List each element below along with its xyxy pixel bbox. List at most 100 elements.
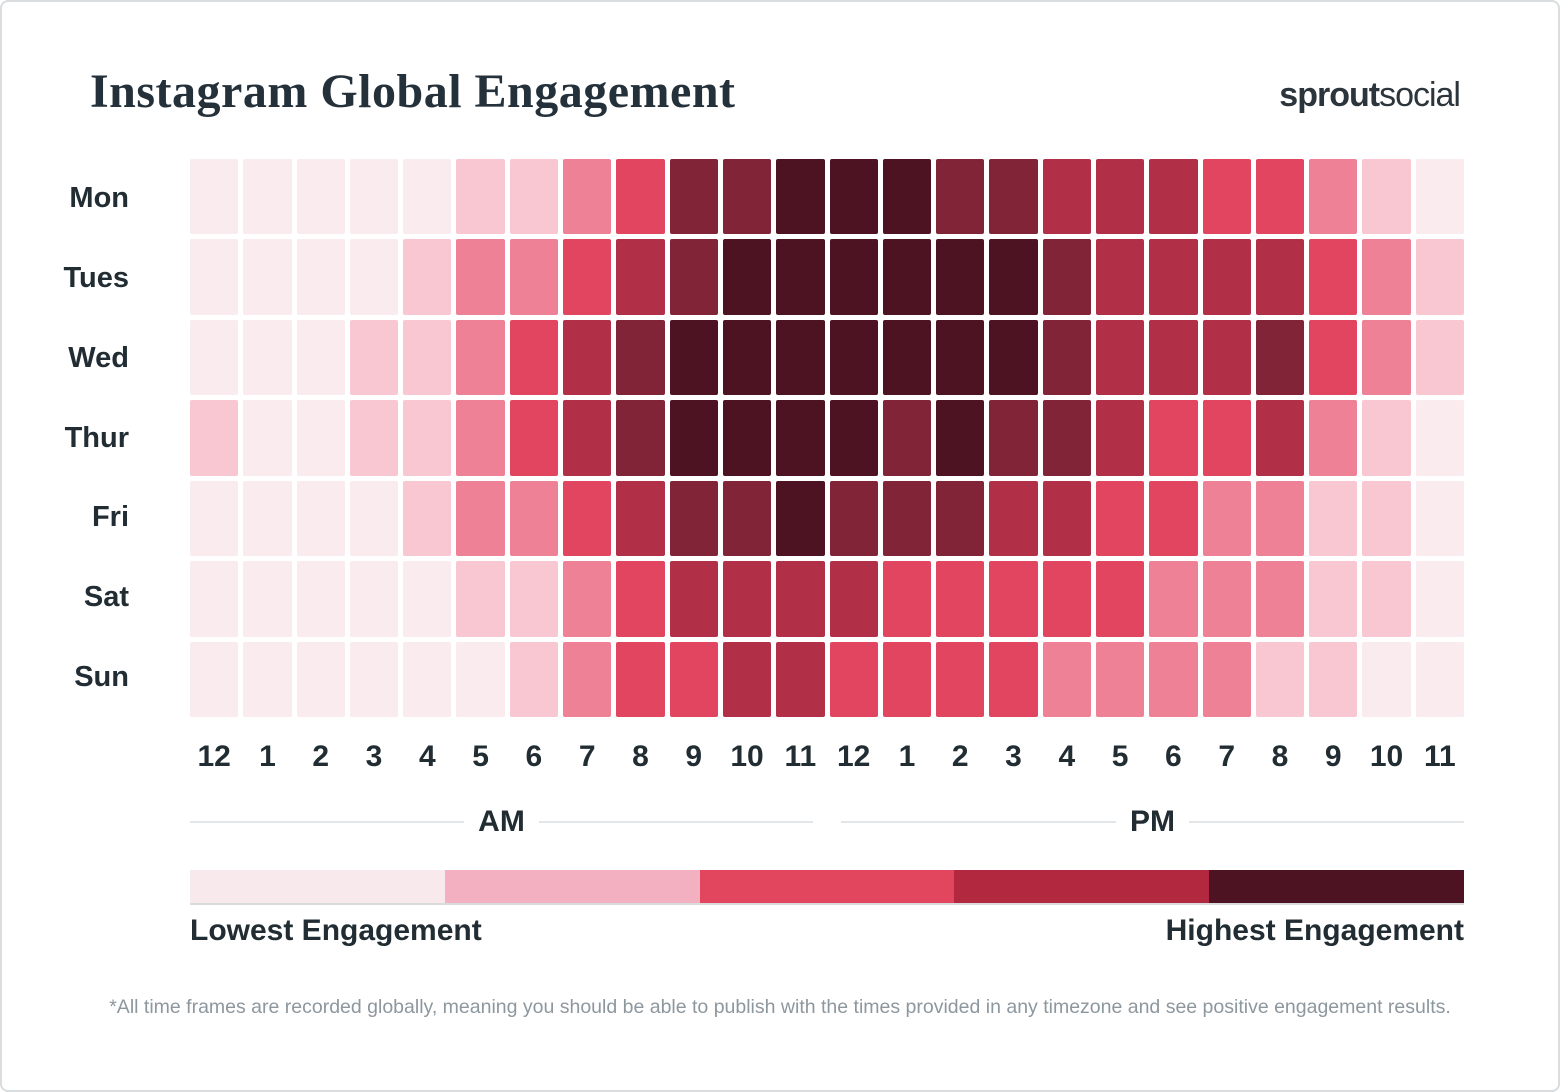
legend-segment-4 (954, 870, 1210, 903)
heatmap-cell-sun-4pm (1042, 641, 1091, 717)
heatmap-cell-sun-10pm (1362, 641, 1411, 717)
heatmap-cell-fri-3pm (989, 480, 1038, 557)
heatmap-cell-sun-3pm (989, 641, 1038, 717)
heatmap-cell-sat-9pm (1309, 561, 1358, 637)
heatmap-cell-thur-11pm (1415, 400, 1464, 476)
legend-segment-3 (699, 870, 955, 903)
heatmap-cell-mon-10pm (1362, 159, 1411, 235)
heatmap-cell-sat-1pm (882, 561, 932, 637)
heatmap-cell-fri-8pm (1255, 480, 1305, 557)
legend-segment-1 (190, 870, 445, 903)
hour-label-10am: 10 (730, 740, 764, 773)
heatmap-cell-fri-10pm (1362, 480, 1411, 557)
heatmap-cell-wed-3am (349, 319, 399, 396)
hour-label-4am: 4 (418, 740, 436, 773)
heatmap-cell-mon-1am (243, 159, 292, 235)
heatmap-cell-thur-3am (349, 400, 399, 476)
heatmap-cell-sat-8pm (1255, 561, 1305, 637)
hour-label-7am: 7 (578, 740, 596, 773)
heatmap-cell-fri-9pm (1309, 480, 1358, 557)
heatmap-cell-fri-7am (563, 480, 612, 557)
am-section: AM (190, 802, 827, 842)
heatmap-cell-tues-7am (563, 239, 612, 315)
heatmap-cell-mon-10am (722, 159, 772, 235)
day-label-tues: Tues (63, 262, 129, 295)
heatmap-cell-tues-11am (776, 239, 825, 315)
heatmap-cell-mon-5pm (1095, 159, 1145, 235)
hour-label-6pm: 6 (1165, 740, 1182, 773)
heatmap-cell-wed-5am (456, 319, 505, 396)
heatmap-cell-fri-11pm (1415, 480, 1464, 557)
heatmap-cell-sat-4am (403, 561, 452, 637)
heatmap-cell-sun-11am (776, 641, 825, 717)
heatmap-cell-tues-8pm (1255, 239, 1305, 315)
heatmap-cell-mon-7am (563, 159, 612, 235)
day-label-sun: Sun (74, 660, 129, 693)
heatmap-cell-tues-4am (403, 239, 452, 315)
heatmap-cell-sat-8am (616, 561, 665, 637)
heatmap-cell-fri-10am (722, 480, 772, 557)
heatmap-cell-sun-1pm (882, 641, 932, 717)
day-label-mon: Mon (69, 182, 129, 215)
heatmap-cell-fri-3am (349, 480, 399, 557)
heatmap-cell-fri-4pm (1042, 480, 1091, 557)
heatmap-cell-sat-12am (190, 561, 239, 637)
hour-label-6am: 6 (525, 740, 543, 773)
am-label: AM (478, 805, 525, 838)
heatmap-cell-wed-9am (669, 319, 718, 396)
heatmap-cell-wed-11pm (1415, 319, 1464, 396)
heatmap-cell-mon-8pm (1255, 159, 1305, 235)
heatmap-cell-fri-2pm (936, 480, 985, 557)
heatmap-cell-sun-11pm (1415, 641, 1464, 717)
heatmap-cell-wed-8pm (1255, 319, 1305, 396)
heatmap-cell-thur-6am (509, 400, 559, 476)
am-axis-line-left (190, 821, 465, 823)
heatmap-cell-sun-1am (243, 641, 292, 717)
heatmap-cell-mon-4pm (1042, 159, 1091, 235)
hour-label-2pm: 2 (951, 740, 969, 773)
heatmap-cell-sun-2am (296, 641, 345, 717)
heatmap-cell-tues-1am (243, 239, 292, 315)
heatmap-cell-fri-8am (616, 480, 665, 557)
heatmap-cell-mon-2am (296, 159, 345, 235)
heatmap-cell-mon-3am (349, 159, 399, 235)
hour-label-10pm: 10 (1369, 740, 1404, 773)
heatmap-cell-thur-6pm (1149, 400, 1198, 476)
heatmap-cell-wed-1am (243, 319, 292, 396)
day-axis-labels: Mon Tues Wed Thur Fri Sat Sun (2, 159, 160, 717)
heatmap-cell-wed-8am (616, 319, 665, 396)
heatmap-cell-fri-4am (403, 480, 452, 557)
heatmap-cell-tues-10am (722, 239, 772, 315)
pm-label: PM (1130, 805, 1175, 838)
am-axis-line-right (538, 821, 813, 823)
heatmap-cell-tues-5pm (1095, 239, 1145, 315)
logo-social: social (1379, 76, 1461, 114)
heatmap-cell-thur-1am (243, 400, 292, 476)
hour-label-12am: 12 (197, 740, 231, 773)
heatmap-cell-tues-4pm (1042, 239, 1091, 315)
heatmap-cell-mon-7pm (1202, 159, 1251, 235)
heatmap-cell-fri-9am (669, 480, 718, 557)
heatmap-cell-tues-12am (190, 239, 239, 315)
heatmap-cell-sat-11pm (1415, 561, 1464, 637)
heatmap-cell-mon-9pm (1309, 159, 1358, 235)
heatmap-cell-sun-5am (456, 641, 505, 717)
heatmap-cell-thur-9am (669, 400, 718, 476)
heatmap-cell-wed-9pm (1309, 319, 1358, 396)
heatmap-cell-tues-10pm (1362, 239, 1411, 315)
heatmap-cell-sun-4am (403, 641, 452, 717)
heatmap-cell-thur-4pm (1042, 400, 1091, 476)
pm-section: PM (827, 802, 1464, 842)
sprout-social-logo: sproutsocial (1279, 76, 1461, 115)
heatmap-cell-sun-6am (509, 641, 559, 717)
heatmap-cell-wed-7pm (1202, 319, 1251, 396)
day-label-sat: Sat (83, 580, 129, 613)
pm-axis-line-right (1189, 821, 1464, 823)
heatmap-cell-sat-3am (349, 561, 399, 637)
hour-axis-labels: 12 1 2 3 4 5 6 7 8 9 10 11 12 1 2 3 4 5 6 7 8 9 10 11 (190, 740, 1464, 774)
heatmap-cell-sun-9pm (1309, 641, 1358, 717)
heatmap-cell-thur-5pm (1095, 400, 1145, 476)
hour-label-2am: 2 (312, 740, 330, 773)
engagement-heatmap-grid (190, 159, 1464, 717)
